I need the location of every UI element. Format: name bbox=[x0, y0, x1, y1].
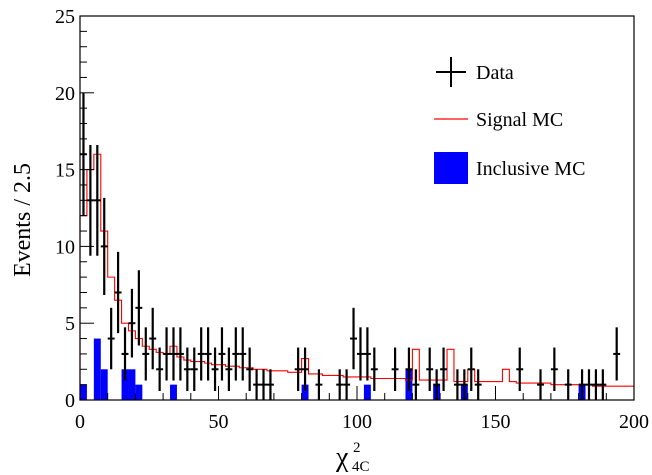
x-tick-label: 200 bbox=[619, 411, 649, 433]
data-point bbox=[204, 327, 212, 381]
data-point bbox=[613, 327, 621, 381]
data-point bbox=[592, 369, 600, 400]
plot-area bbox=[79, 92, 634, 400]
y-tick-label: 15 bbox=[55, 160, 75, 182]
data-point bbox=[190, 347, 198, 392]
data-point bbox=[142, 327, 150, 381]
data-point bbox=[357, 327, 364, 381]
data-point bbox=[467, 347, 475, 392]
inclusive-mc-bar bbox=[170, 384, 177, 400]
legend: Data Signal MC Inclusive MC bbox=[434, 57, 585, 184]
y-tick-label: 5 bbox=[65, 313, 75, 335]
data-point bbox=[453, 369, 461, 400]
data-point bbox=[578, 369, 586, 400]
inclusive-mc-bar bbox=[93, 338, 101, 400]
x-tick-label: 50 bbox=[209, 411, 229, 433]
axes: 0 50 100 150 200 0 5 10 15 20 25 bbox=[55, 6, 649, 433]
data-point bbox=[433, 369, 441, 400]
inclusive-mc-bar bbox=[80, 384, 87, 400]
inclusive-mc-bar bbox=[128, 369, 136, 400]
data-point bbox=[370, 347, 378, 392]
x-tick-label: 100 bbox=[342, 411, 372, 433]
inclusive-mc-bar bbox=[121, 369, 129, 400]
x-axis-title: χ 2 4C bbox=[335, 440, 370, 475]
data-point bbox=[564, 369, 572, 400]
x-tick-label: 150 bbox=[481, 411, 511, 433]
data-point bbox=[121, 327, 129, 381]
x-tick-label: 0 bbox=[75, 411, 85, 433]
legend-signal-label: Signal MC bbox=[476, 109, 563, 131]
data-point bbox=[163, 327, 171, 381]
data-point bbox=[135, 270, 143, 346]
data-point bbox=[232, 327, 240, 381]
data-point bbox=[537, 369, 544, 400]
data-point bbox=[516, 347, 524, 392]
data-point bbox=[253, 369, 261, 400]
y-tick-label: 0 bbox=[65, 390, 75, 412]
data-point bbox=[391, 347, 399, 392]
data-point bbox=[599, 369, 607, 400]
data-point bbox=[197, 327, 205, 381]
data-point bbox=[343, 369, 351, 400]
legend-data-marker bbox=[436, 57, 466, 87]
data-point bbox=[225, 347, 233, 392]
x-axis-title-sup: 2 bbox=[353, 440, 361, 456]
data-point bbox=[301, 347, 309, 392]
inclusive-mc-bar bbox=[301, 384, 309, 400]
y-tick-label: 25 bbox=[55, 6, 75, 28]
data-point bbox=[114, 251, 122, 334]
data-point bbox=[170, 327, 177, 381]
data-point bbox=[218, 327, 226, 381]
data-point bbox=[474, 369, 482, 400]
data-point bbox=[86, 144, 94, 256]
data-point bbox=[266, 369, 274, 400]
data-point bbox=[149, 307, 157, 370]
data-point bbox=[100, 197, 108, 295]
plot-frame bbox=[79, 15, 635, 401]
data-point bbox=[260, 369, 267, 400]
data-point bbox=[128, 288, 136, 358]
data-point bbox=[550, 347, 558, 392]
data-point bbox=[585, 369, 593, 400]
data-point bbox=[183, 347, 191, 392]
data-point bbox=[460, 369, 468, 400]
data-point bbox=[412, 369, 420, 400]
y-tick-label: 20 bbox=[55, 83, 75, 105]
x-axis-title-base: χ bbox=[335, 442, 349, 473]
data-point bbox=[294, 347, 302, 392]
data-point bbox=[211, 347, 219, 392]
data-point bbox=[239, 327, 247, 381]
data-point bbox=[405, 347, 413, 392]
x-axis-title-sub: 4C bbox=[352, 459, 370, 475]
data-point bbox=[107, 307, 115, 370]
inclusive-mc-bar bbox=[135, 384, 143, 400]
legend-inclusive-label: Inclusive MC bbox=[476, 158, 585, 180]
data-point bbox=[350, 307, 357, 370]
data-point bbox=[426, 347, 434, 392]
data-point bbox=[176, 327, 184, 381]
y-tick-label: 10 bbox=[55, 236, 75, 258]
legend-data-label: Data bbox=[476, 62, 514, 84]
inclusive-mc-bar bbox=[100, 369, 108, 400]
inclusive-mc-bar bbox=[363, 384, 371, 400]
data-point bbox=[336, 369, 344, 400]
data-point bbox=[93, 144, 101, 256]
data-point bbox=[363, 327, 371, 381]
data-point bbox=[246, 347, 254, 392]
data-point bbox=[156, 347, 164, 392]
data-point bbox=[440, 347, 448, 392]
data-point bbox=[315, 369, 323, 400]
legend-inclusive-marker bbox=[434, 152, 468, 184]
signal-mc-line bbox=[79, 153, 634, 400]
y-axis-title: Events / 2.5 bbox=[10, 163, 36, 277]
